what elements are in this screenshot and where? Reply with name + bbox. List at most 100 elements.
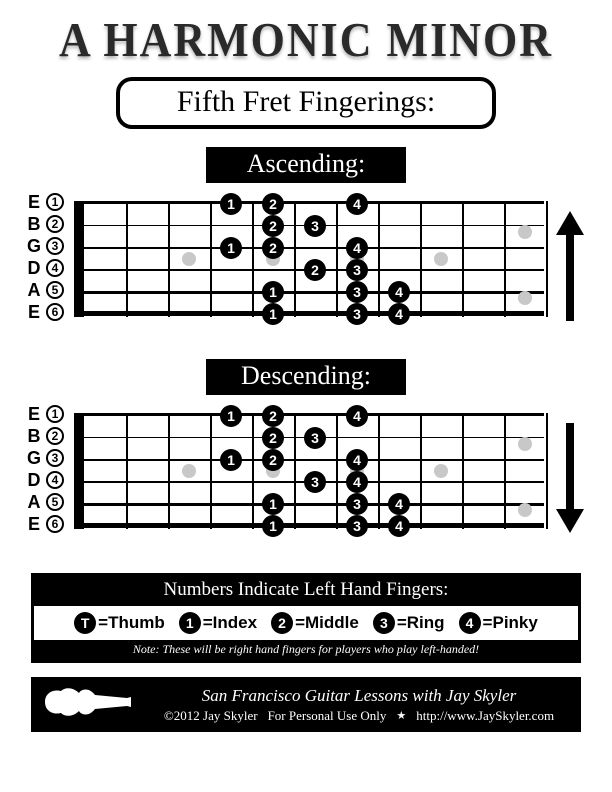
string-number: 6 <box>46 515 64 533</box>
fretline <box>546 201 548 317</box>
fret-inlay <box>518 291 532 305</box>
fretline <box>420 201 422 317</box>
fret-inlay <box>518 503 532 517</box>
fretline <box>378 201 380 317</box>
string-number: 6 <box>46 303 64 321</box>
page-title: A HARMONIC MINOR <box>0 0 612 68</box>
string-letter: D <box>26 258 42 279</box>
fretline <box>210 201 212 317</box>
fretline <box>252 201 254 317</box>
legend-item: 1=Index <box>179 612 257 634</box>
nut <box>74 201 84 317</box>
legend-row: T=Thumb1=Index2=Middle3=Ring4=Pinky <box>34 606 578 640</box>
legend-item: 4=Pinky <box>459 612 538 634</box>
footer-line2: ©2012 Jay Skyler For Personal Use Only ★… <box>149 708 569 724</box>
legend-header: Numbers Indicate Left Hand Fingers: <box>34 576 578 606</box>
subtitle-box: Fifth Fret Fingerings: <box>116 77 496 129</box>
legend-symbol: 3 <box>373 612 395 634</box>
stringline <box>74 459 544 461</box>
fret-inlay <box>182 252 196 266</box>
finger-dot: 1 <box>220 237 242 259</box>
fretline <box>546 413 548 529</box>
legend-symbol: T <box>74 612 96 634</box>
legend-symbol: 1 <box>179 612 201 634</box>
finger-dot: 3 <box>304 427 326 449</box>
string-letter: E <box>26 302 42 323</box>
legend-box: Numbers Indicate Left Hand Fingers: T=Th… <box>31 573 581 663</box>
legend-label: =Middle <box>295 613 359 633</box>
string-letter: G <box>26 236 42 257</box>
stringline <box>74 503 544 506</box>
fretline <box>210 413 212 529</box>
up-arrow-icon <box>556 211 584 321</box>
descending-label: Descending: <box>206 359 406 395</box>
legend-note: Note: These will be right hand fingers f… <box>34 640 578 660</box>
descending-fretboard: E1B2G3D4A5E61242312434134134 <box>26 403 586 553</box>
finger-dot: 4 <box>346 471 368 493</box>
fretline <box>126 413 128 529</box>
legend-symbol: 4 <box>459 612 481 634</box>
legend-symbol: 2 <box>271 612 293 634</box>
stringline <box>74 313 544 316</box>
finger-dot: 2 <box>262 237 284 259</box>
string-letter: E <box>26 404 42 425</box>
string-number: 2 <box>46 427 64 445</box>
fret-inlay <box>434 252 448 266</box>
star-icon: ★ <box>396 709 406 722</box>
finger-dot: 2 <box>262 215 284 237</box>
subtitle-text: Fifth Fret Fingerings: <box>177 85 435 118</box>
fretline <box>126 201 128 317</box>
string-labels: E1B2G3D4A5E6 <box>26 403 74 535</box>
finger-dot: 1 <box>220 405 242 427</box>
ascending-label: Ascending: <box>206 147 406 183</box>
fretboard-grid: 1242312434134134 <box>74 413 544 525</box>
string-letter: B <box>26 426 42 447</box>
finger-dot: 1 <box>262 303 284 325</box>
footer-text: San Francisco Guitar Lessons with Jay Sk… <box>149 686 569 724</box>
string-number: 3 <box>46 237 64 255</box>
string-number: 1 <box>46 193 64 211</box>
fretline <box>294 413 296 529</box>
finger-dot: 4 <box>346 405 368 427</box>
fretboard-grid: 1242312423134134 <box>74 201 544 313</box>
finger-dot: 2 <box>262 449 284 471</box>
finger-dot: 3 <box>346 493 368 515</box>
finger-dot: 3 <box>346 281 368 303</box>
finger-dot: 4 <box>388 515 410 537</box>
string-labels: E1B2G3D4A5E6 <box>26 191 74 323</box>
fretline <box>462 413 464 529</box>
string-number: 3 <box>46 449 64 467</box>
finger-dot: 3 <box>304 215 326 237</box>
string-letter: B <box>26 214 42 235</box>
string-number: 4 <box>46 471 64 489</box>
finger-dot: 4 <box>346 237 368 259</box>
footer-usage: For Personal Use Only <box>268 708 387 724</box>
finger-dot: 3 <box>346 259 368 281</box>
legend-label: =Thumb <box>98 613 165 633</box>
fretline <box>294 201 296 317</box>
string-number: 5 <box>46 493 64 511</box>
finger-dot: 3 <box>304 471 326 493</box>
footer-url: http://www.JaySkyler.com <box>416 708 554 724</box>
fretline <box>168 413 170 529</box>
string-number: 5 <box>46 281 64 299</box>
string-letter: E <box>26 514 42 535</box>
fretline <box>378 413 380 529</box>
finger-dot: 2 <box>262 405 284 427</box>
fretline <box>462 201 464 317</box>
fretline <box>504 201 506 317</box>
fret-inlay <box>182 464 196 478</box>
fretline <box>420 413 422 529</box>
string-letter: D <box>26 470 42 491</box>
finger-dot: 4 <box>388 303 410 325</box>
finger-dot: 1 <box>262 493 284 515</box>
finger-dot: 4 <box>388 493 410 515</box>
finger-dot: 4 <box>346 193 368 215</box>
fretline <box>168 201 170 317</box>
fret-inlay <box>518 437 532 451</box>
finger-dot: 1 <box>262 281 284 303</box>
legend-label: =Index <box>203 613 257 633</box>
fret-inlay <box>518 225 532 239</box>
fretline <box>336 201 338 317</box>
string-letter: E <box>26 192 42 213</box>
